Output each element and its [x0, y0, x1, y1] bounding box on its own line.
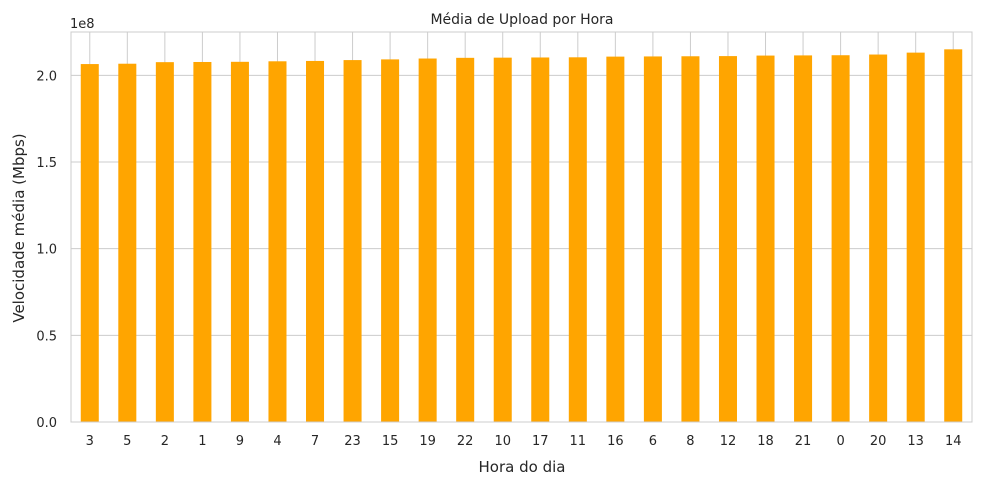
y-tick-label: 0.0 [36, 416, 57, 431]
x-tick-label: 20 [870, 434, 887, 449]
x-tick-label: 14 [945, 434, 962, 449]
x-tick-label: 9 [236, 434, 244, 449]
x-tick-label: 22 [457, 434, 474, 449]
y-tick-label: 1.5 [36, 156, 57, 171]
x-tick-label: 4 [273, 434, 281, 449]
bar-hour-12 [718, 56, 737, 423]
x-tick-label: 16 [607, 434, 624, 449]
bar-hour-6 [643, 56, 662, 422]
bar-hour-14 [944, 49, 963, 422]
x-tick-label: 1 [198, 434, 206, 449]
x-tick-label: 18 [757, 434, 774, 449]
x-tick-label: 17 [532, 434, 549, 449]
bar-hour-0 [831, 55, 850, 423]
x-tick-label: 12 [720, 434, 737, 449]
y-tick-labels: 0.0 0.5 1.0 1.5 2.0 [36, 69, 57, 431]
x-tick-label: 8 [686, 434, 694, 449]
bar-hour-18 [756, 55, 775, 422]
x-tick-label: 2 [161, 434, 169, 449]
bar-hour-10 [493, 57, 512, 423]
bars [80, 49, 963, 423]
bar-hour-23 [343, 60, 362, 423]
y-axis-offset-label: 1e8 [70, 17, 95, 32]
x-tick-labels: 3 5 2 1 9 4 7 23 15 19 22 10 17 11 16 6 8 12 18 21 0 20 13 14 [86, 434, 962, 449]
x-tick-label: 13 [907, 434, 924, 449]
x-tick-label: 3 [86, 434, 94, 449]
x-tick-label: 21 [795, 434, 812, 449]
y-tick-label: 1.0 [36, 243, 57, 258]
bar-hour-9 [230, 61, 249, 423]
chart-title: Média de Upload por Hora [430, 12, 613, 28]
bar-hour-4 [268, 61, 287, 422]
x-tick-label: 7 [311, 434, 319, 449]
y-tick-label: 2.0 [36, 69, 57, 84]
bar-hour-1 [193, 61, 212, 423]
x-tick-label: 19 [419, 434, 436, 449]
x-tick-label: 10 [494, 434, 511, 449]
x-tick-label: 11 [570, 434, 587, 449]
bar-hour-22 [456, 57, 475, 423]
bar-hour-11 [568, 57, 587, 422]
bar-hour-13 [906, 52, 925, 422]
bar-hour-17 [531, 57, 550, 422]
bar-hour-16 [606, 56, 625, 422]
x-tick-label: 6 [649, 434, 657, 449]
x-tick-label: 23 [344, 434, 361, 449]
bar-hour-8 [681, 56, 700, 423]
x-tick-label: 15 [382, 434, 399, 449]
bar-hour-7 [306, 60, 325, 423]
y-tick-label: 0.5 [36, 329, 57, 344]
bar-hour-20 [869, 54, 888, 423]
bar-hour-3 [80, 64, 99, 423]
x-tick-label: 5 [123, 434, 131, 449]
bar-hour-5 [118, 63, 137, 422]
bar-hour-2 [155, 62, 174, 422]
bar-hour-19 [418, 58, 437, 423]
bar-hour-21 [794, 55, 813, 423]
plot-frame [70, 31, 973, 423]
x-tick-label: 0 [836, 434, 844, 449]
bar-hour-15 [381, 59, 400, 423]
x-axis-label: Hora do dia [479, 458, 566, 476]
y-axis-label: Velocidade média (Mbps) [10, 133, 28, 322]
